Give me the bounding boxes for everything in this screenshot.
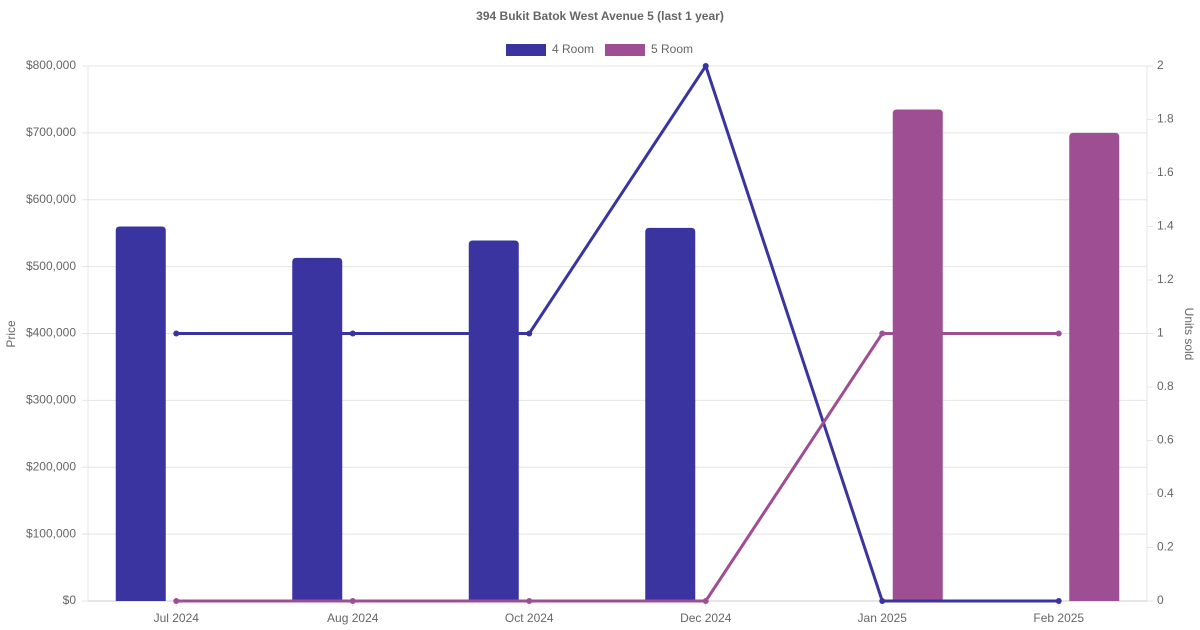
point xyxy=(1055,330,1062,337)
x-tick-label: Feb 2025 xyxy=(1033,611,1084,625)
y-tick-label: $0 xyxy=(63,593,77,607)
y2-tick-label: 1.4 xyxy=(1157,219,1174,233)
point xyxy=(702,63,709,69)
x-tick-label: Aug 2024 xyxy=(327,611,379,625)
y-tick-label: $600,000 xyxy=(26,192,76,206)
x-tick-label: Oct 2024 xyxy=(505,611,554,625)
y2-tick-label: 0.2 xyxy=(1157,540,1174,554)
y-tick-label: $200,000 xyxy=(26,459,76,473)
y-tick-label: $800,000 xyxy=(26,58,76,72)
y2-tick-label: 0.8 xyxy=(1157,379,1174,393)
bar xyxy=(115,226,166,601)
y2-tick-label: 0.6 xyxy=(1157,433,1174,447)
y-tick-label: $700,000 xyxy=(26,125,76,139)
y-tick-label: $300,000 xyxy=(26,393,76,407)
legend-label: 5 Room xyxy=(651,42,693,56)
line xyxy=(176,332,1059,603)
point xyxy=(526,330,533,337)
y2-tick-label: 1.2 xyxy=(1157,272,1174,286)
y-tick-label: $500,000 xyxy=(26,259,76,273)
point xyxy=(702,598,709,604)
x-tick-label: Jul 2024 xyxy=(154,611,200,625)
y2-tick-label: 1 xyxy=(1157,326,1164,340)
y2-axis-title: Units sold xyxy=(1182,308,1196,361)
bar xyxy=(468,240,519,601)
y2-tick-label: 2 xyxy=(1157,58,1164,72)
line xyxy=(176,62,1059,603)
y2-tick-label: 1.8 xyxy=(1157,112,1174,126)
point xyxy=(173,598,180,604)
point xyxy=(349,330,356,337)
legend-swatch xyxy=(506,44,546,56)
y-tick-label: $100,000 xyxy=(26,526,76,540)
bar xyxy=(892,109,943,601)
point xyxy=(526,598,533,604)
y-tick-label: $400,000 xyxy=(26,326,76,340)
bar xyxy=(292,257,343,601)
x-tick-label: Dec 2024 xyxy=(680,611,732,625)
x-tick-label: Jan 2025 xyxy=(858,611,908,625)
bar xyxy=(1069,132,1120,601)
point xyxy=(879,330,886,337)
y2-tick-label: 0.4 xyxy=(1157,486,1174,500)
y-axis-title: Price xyxy=(4,320,18,348)
point xyxy=(1055,598,1062,604)
point xyxy=(879,598,886,604)
legend-swatch xyxy=(605,44,645,56)
y2-tick-label: 0 xyxy=(1157,593,1164,607)
point xyxy=(349,598,356,604)
chart-title: 394 Bukit Batok West Avenue 5 (last 1 ye… xyxy=(476,9,724,23)
y2-tick-label: 1.6 xyxy=(1157,165,1174,179)
bar xyxy=(645,227,696,601)
legend-label: 4 Room xyxy=(552,42,594,56)
point xyxy=(173,330,180,337)
